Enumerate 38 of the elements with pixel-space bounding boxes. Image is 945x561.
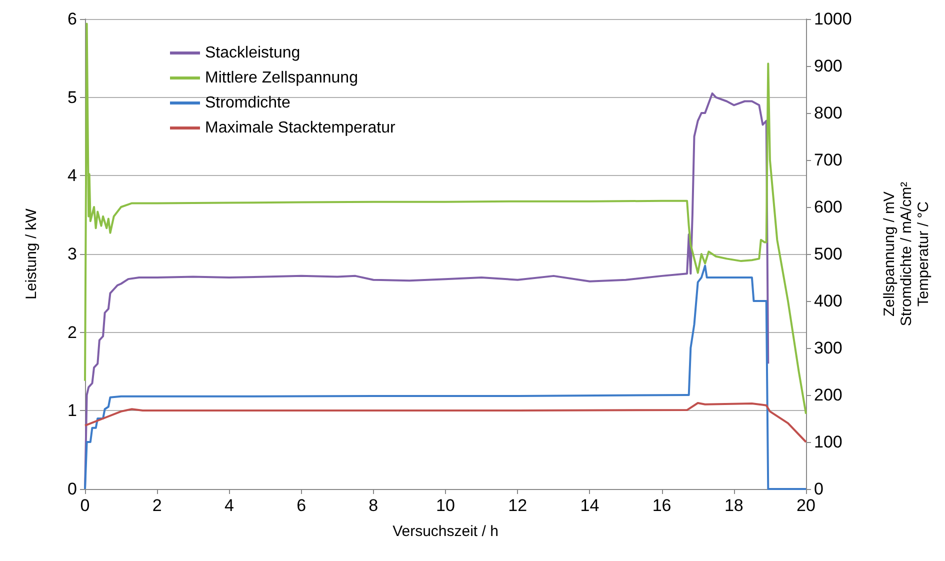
y2-axis-title: Zellspannung / mV Stromdichte / mA/cm² Temperatur / °C — [881, 182, 932, 326]
x-tick-label: 8 — [368, 496, 378, 515]
x-tick-label: 12 — [508, 496, 528, 515]
y2-tick-label: 900 — [814, 56, 842, 76]
x-tick-label: 0 — [80, 496, 90, 515]
y2-tick-label: 600 — [814, 198, 842, 216]
y2-tick-label: 0 — [814, 480, 824, 498]
y-axis-title: Leistung / kW — [23, 208, 40, 300]
x-tick-label: 16 — [652, 496, 672, 515]
y2-tick-label: 300 — [814, 338, 842, 358]
x-tick-label: 20 — [796, 496, 816, 515]
y-tick-label: 2 — [68, 322, 77, 342]
x-tick-label: 10 — [436, 496, 455, 515]
y2-tick-label: 100 — [814, 432, 842, 452]
y2-tick-label: 400 — [814, 292, 842, 310]
x-axis-title: Versuchszeit / h — [392, 523, 498, 540]
x-tick-label: 2 — [152, 496, 162, 515]
legend-label: Maximale Stacktemperatur — [205, 120, 396, 136]
line-series — [84, 22, 807, 415]
x-tick-label: 4 — [224, 496, 234, 515]
y-tick-label: 5 — [68, 88, 77, 107]
y-tick-label: 4 — [68, 166, 77, 186]
line-series — [84, 402, 807, 443]
y-tick-label: 6 — [68, 10, 77, 28]
x-tick-label: 6 — [296, 496, 306, 515]
y-tick-label: 3 — [68, 244, 77, 264]
y2-tick-label: 200 — [814, 386, 842, 404]
y2-tick-label: 500 — [814, 244, 842, 264]
y2-tick-label: 1000 — [814, 10, 852, 28]
x-tick-label: 14 — [580, 496, 600, 515]
y2-tick-label: 800 — [814, 104, 842, 122]
y-tick-label: 0 — [68, 480, 77, 498]
legend-label: Mittlere Zellspannung — [205, 70, 358, 86]
x-tick-label: 18 — [724, 496, 744, 515]
y-tick-label: 1 — [68, 401, 77, 420]
legend-label: Stackleistung — [205, 44, 300, 62]
y2-tick-label: 700 — [814, 150, 842, 170]
legend-label: Stromdichte — [205, 94, 290, 112]
